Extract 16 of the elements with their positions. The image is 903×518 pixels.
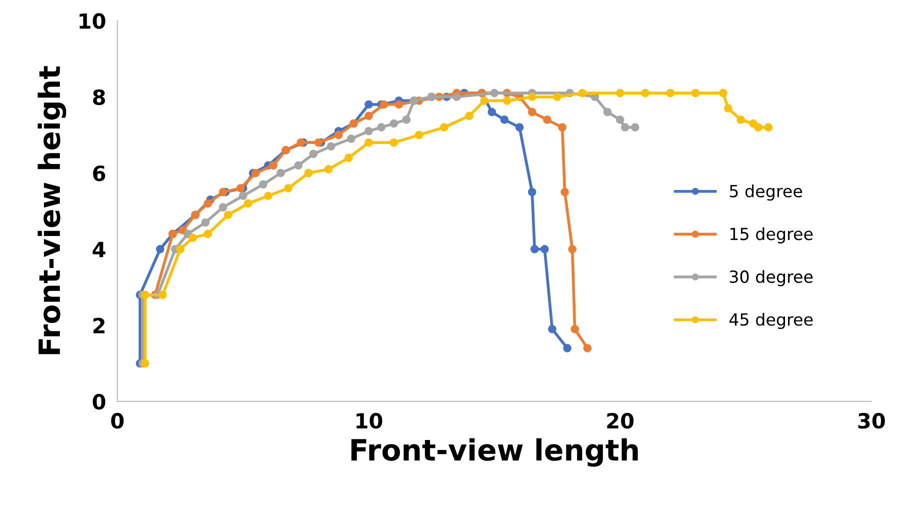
legend-label: 15 degree bbox=[730, 227, 813, 244]
y-axis-title: Front-view height bbox=[38, 66, 66, 354]
x-tick-label: 30 bbox=[858, 412, 885, 429]
x-tick-label: 10 bbox=[356, 412, 382, 429]
y-tick-label: 6 bbox=[93, 165, 106, 182]
x-tick-label: 20 bbox=[607, 412, 634, 429]
x-axis-title: Front-view length bbox=[351, 438, 638, 467]
x-tick-label: 0 bbox=[111, 412, 124, 429]
y-tick-label: 2 bbox=[93, 318, 104, 334]
y-tick-label: 0 bbox=[92, 394, 106, 410]
legend-label: 30 degree bbox=[730, 270, 813, 286]
y-tick-label: 8 bbox=[93, 89, 105, 106]
y-tick-label: 10 bbox=[80, 13, 106, 29]
legend-label: 45 degree bbox=[729, 312, 813, 330]
legend-label: 5 degree bbox=[730, 184, 802, 201]
y-tick-label: 4 bbox=[92, 242, 106, 258]
